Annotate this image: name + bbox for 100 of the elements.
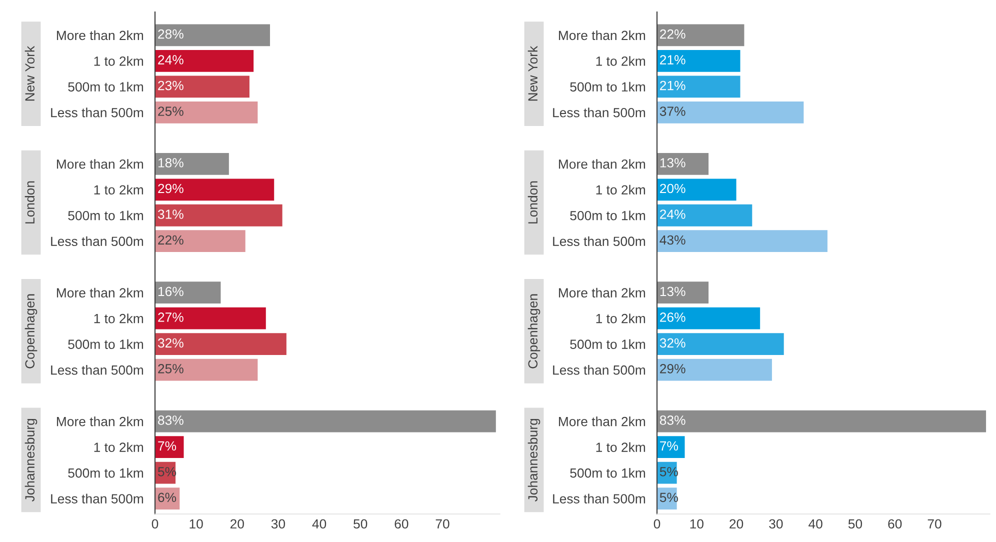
data-label: 29%	[660, 364, 686, 374]
x-tick-label: 10	[190, 519, 203, 529]
x-tick-label: 40	[808, 519, 822, 529]
y-tick-label: 500m to 1km	[570, 82, 646, 92]
bar	[657, 24, 744, 46]
y-tick-label: More than 2km	[56, 159, 144, 169]
y-tick-label: Less than 500m	[553, 365, 646, 375]
y-tick-label: 500m to 1km	[570, 339, 646, 350]
x-tick-label: 40	[312, 519, 326, 529]
x-tick-label: 20	[230, 519, 244, 529]
data-label: 83%	[158, 416, 184, 425]
x-tick-label: 10	[690, 519, 704, 529]
data-label: 22%	[660, 29, 686, 39]
y-tick-label: Less than 500m	[51, 236, 144, 246]
bar	[155, 204, 282, 226]
bar	[657, 230, 828, 252]
data-label: 20%	[660, 184, 686, 194]
y-tick-label: More than 2km	[558, 159, 646, 169]
data-label: 25%	[158, 364, 184, 374]
y-tick-label: 1 to 2km	[596, 314, 646, 324]
text: London	[24, 181, 35, 224]
x-tick-label: 70	[928, 519, 942, 529]
y-tick-label: More than 2km	[558, 30, 646, 40]
y-tick-label: 500m to 1km	[68, 210, 144, 220]
bar	[155, 307, 266, 330]
y-tick-label: Less than 500m	[553, 494, 646, 504]
data-label: 6%	[158, 492, 176, 502]
x-tick-label: 0	[654, 519, 660, 529]
y-tick-label: Less than 500m	[51, 365, 144, 375]
text: Johannesburg	[24, 418, 38, 502]
bar	[657, 50, 740, 72]
x-tick-label: 60	[888, 519, 902, 529]
x-tick-label: 20	[730, 519, 744, 529]
data-label: 29%	[158, 184, 184, 194]
bar	[155, 152, 229, 175]
data-label: 32%	[660, 338, 686, 348]
bar	[155, 410, 496, 432]
data-label: 27%	[158, 312, 184, 322]
data-label: 16%	[158, 286, 184, 296]
y-tick-label: More than 2km	[558, 288, 646, 298]
bar	[155, 230, 246, 252]
y-tick-label: Less than 500m	[51, 108, 144, 118]
data-label: 83%	[660, 416, 686, 425]
bar	[155, 358, 258, 381]
bar	[657, 333, 784, 356]
data-label: 37%	[660, 106, 686, 116]
y-tick-label: More than 2km	[558, 416, 646, 426]
x-tick-label: 50	[354, 519, 368, 529]
bar	[657, 282, 709, 304]
y-tick-label: More than 2km	[56, 30, 144, 40]
bar	[155, 178, 274, 201]
y-tick-label: Less than 500m	[51, 494, 144, 504]
x-tick-label: 50	[848, 519, 862, 529]
data-label: 28%	[158, 29, 184, 39]
data-label: 13%	[660, 158, 686, 168]
bar	[155, 282, 221, 304]
data-label: 26%	[660, 312, 686, 322]
x-tick-label: 60	[394, 519, 408, 529]
data-label: 31%	[158, 210, 184, 219]
data-label: 7%	[660, 441, 678, 451]
x-tick-label: 30	[769, 519, 783, 529]
bar	[155, 436, 184, 458]
text: New York	[528, 46, 538, 101]
bar	[657, 410, 986, 432]
data-label: 24%	[158, 55, 184, 64]
data-label: 21%	[660, 80, 686, 90]
x-tick-label: 70	[436, 519, 450, 529]
bar	[155, 50, 254, 72]
x-tick-label: 30	[271, 519, 286, 529]
data-label: 7%	[158, 441, 176, 451]
y-tick-label: 500m to 1km	[68, 339, 144, 350]
data-label: 21%	[660, 55, 686, 64]
y-tick-label: 500m to 1km	[570, 210, 646, 220]
y-tick-label: 1 to 2km	[94, 314, 144, 324]
data-label: 22%	[158, 235, 184, 245]
bar	[657, 152, 709, 175]
bar	[155, 76, 250, 98]
bar	[657, 307, 760, 330]
y-tick-label: 500m to 1km	[570, 468, 646, 478]
bar	[657, 101, 804, 124]
text: New York	[24, 46, 35, 101]
data-label: 32%	[158, 338, 184, 348]
y-tick-label: 1 to 2km	[94, 442, 144, 452]
bar	[657, 178, 736, 201]
bar	[155, 24, 270, 46]
y-tick-label: 1 to 2km	[596, 184, 646, 195]
y-tick-label: 500m to 1km	[68, 82, 144, 92]
data-label: 23%	[158, 80, 184, 90]
x-tick-label: 0	[152, 519, 158, 529]
data-label: 18%	[158, 158, 184, 168]
y-tick-label: 1 to 2km	[94, 184, 144, 195]
text: Copenhagen	[24, 294, 38, 368]
text: Johannesburg	[528, 418, 540, 502]
bar	[155, 333, 286, 356]
bar	[657, 436, 685, 458]
y-tick-label: More than 2km	[56, 416, 144, 426]
y-tick-label: Less than 500m	[553, 108, 646, 118]
y-tick-label: 1 to 2km	[94, 56, 144, 66]
bar	[155, 101, 258, 124]
bar	[657, 358, 772, 381]
